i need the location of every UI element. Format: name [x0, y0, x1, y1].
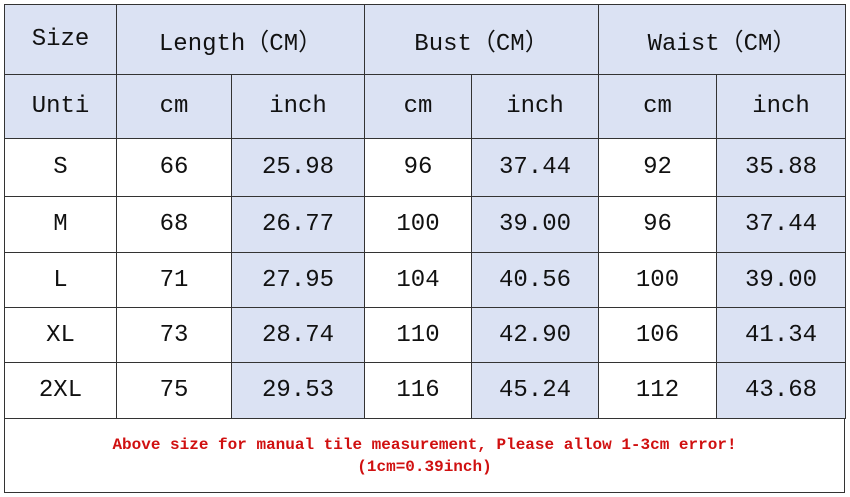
cell: 42.90	[470, 307, 600, 363]
cell: 100	[364, 196, 472, 253]
cell: 35.88	[716, 138, 847, 197]
cell: 73	[116, 307, 232, 363]
cell: inch	[231, 74, 365, 139]
cell: 39.00	[716, 252, 847, 308]
unit-row: Unti cm inch cm inch cm inch	[4, 74, 847, 139]
size-row: XL 73 28.74 110 42.90 106 41.34	[4, 307, 847, 363]
note: Above size for manual tile measurement, …	[4, 419, 845, 493]
cell: 29.53	[231, 362, 365, 419]
cell: 110	[364, 307, 472, 363]
cell: 116	[364, 362, 472, 419]
size-table: Size Length（CM） Bust（CM） Waist（CM） Unti c…	[4, 4, 847, 419]
cell: inch	[716, 74, 847, 139]
cell: inch	[470, 74, 600, 139]
cell: Unti	[4, 74, 117, 139]
header-cell: Bust（CM）	[363, 4, 600, 75]
cell: cm	[116, 74, 232, 139]
cell: 66	[116, 138, 232, 197]
cell: S	[4, 138, 117, 197]
cell: 100	[598, 252, 718, 308]
cell: 71	[116, 252, 232, 308]
cell: 104	[364, 252, 472, 308]
cell: 45.24	[470, 362, 600, 419]
cell: cm	[598, 74, 718, 139]
size-chart: Size Length（CM） Bust（CM） Waist（CM） Unti c…	[4, 4, 847, 493]
cell: 96	[598, 196, 718, 253]
header-cell: Size	[4, 4, 117, 75]
header-cell: Waist（CM）	[598, 4, 847, 75]
cell: M	[4, 196, 117, 253]
note-line: Above size for manual tile measurement, …	[112, 435, 737, 454]
cell: 75	[116, 362, 232, 419]
cell: 40.56	[470, 252, 600, 308]
cell: 27.95	[231, 252, 365, 308]
cell: 96	[364, 138, 472, 197]
cell: 28.74	[231, 307, 365, 363]
header-cell: Length（CM）	[116, 4, 365, 75]
note-line: (1cm=0.39inch)	[357, 457, 492, 476]
cell: 26.77	[231, 196, 365, 253]
cell: 92	[598, 138, 718, 197]
size-row: S 66 25.98 96 37.44 92 35.88	[4, 138, 847, 197]
size-row: 2XL 75 29.53 116 45.24 112 43.68	[4, 362, 847, 419]
cell: 37.44	[716, 196, 847, 253]
cell: 39.00	[470, 196, 600, 253]
cell: XL	[4, 307, 117, 363]
size-row: L 71 27.95 104 40.56 100 39.00	[4, 252, 847, 308]
cell: 25.98	[231, 138, 365, 197]
size-row: M 68 26.77 100 39.00 96 37.44	[4, 196, 847, 253]
cell: 112	[598, 362, 718, 419]
cell: 2XL	[4, 362, 117, 419]
cell: 68	[116, 196, 232, 253]
cell: 43.68	[716, 362, 847, 419]
cell: L	[4, 252, 117, 308]
cell: 37.44	[470, 138, 600, 197]
cell: cm	[364, 74, 472, 139]
cell: 41.34	[716, 307, 847, 363]
cell: 106	[598, 307, 718, 363]
